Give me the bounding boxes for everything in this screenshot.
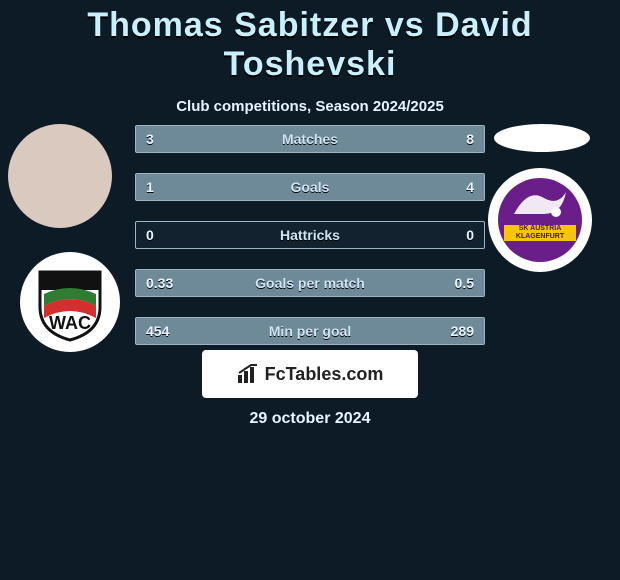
stat-value-right: 4 bbox=[466, 174, 474, 200]
stat-row: 1 Goals 4 bbox=[135, 173, 485, 201]
stat-row: 0.33 Goals per match 0.5 bbox=[135, 269, 485, 297]
stat-row: 454 Min per goal 289 bbox=[135, 317, 485, 345]
player1-avatar bbox=[8, 124, 112, 228]
club2-name: SK AUSTRIA KLAGENFURT bbox=[504, 225, 576, 241]
stat-value-right: 8 bbox=[466, 126, 474, 152]
stat-value-right: 289 bbox=[451, 318, 474, 344]
stat-row: 3 Matches 8 bbox=[135, 125, 485, 153]
page-subtitle: Club competitions, Season 2024/2025 bbox=[0, 98, 620, 115]
club1-logo: WAC bbox=[20, 252, 120, 352]
stat-label: Matches bbox=[136, 126, 484, 152]
stats-table: 3 Matches 8 1 Goals 4 0 Hattricks 0 0.33… bbox=[135, 125, 485, 365]
stat-value-right: 0 bbox=[466, 222, 474, 248]
stat-label: Hattricks bbox=[136, 222, 484, 248]
stat-label: Goals per match bbox=[136, 270, 484, 296]
stat-row: 0 Hattricks 0 bbox=[135, 221, 485, 249]
stat-label: Goals bbox=[136, 174, 484, 200]
date-text: 29 october 2024 bbox=[0, 410, 620, 428]
source-text: FcTables.com bbox=[265, 364, 384, 385]
svg-text:WAC: WAC bbox=[49, 313, 91, 333]
source-badge: FcTables.com bbox=[202, 350, 418, 398]
stat-label: Min per goal bbox=[136, 318, 484, 344]
club2-logo: SK AUSTRIA KLAGENFURT bbox=[498, 178, 582, 262]
chart-icon bbox=[237, 364, 259, 384]
player2-avatar bbox=[494, 124, 590, 152]
stat-value-right: 0.5 bbox=[455, 270, 474, 296]
page-title: Thomas Sabitzer vs David Toshevski bbox=[0, 0, 620, 84]
